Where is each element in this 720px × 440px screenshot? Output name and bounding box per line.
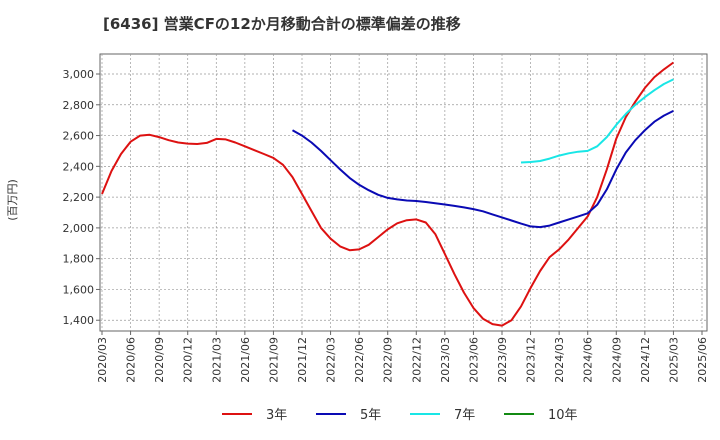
x-tick-label: 2021/03 <box>210 337 223 383</box>
y-tick-label: 1,800 <box>63 253 95 266</box>
y-tick-label: 1,600 <box>63 283 95 296</box>
grid <box>100 54 707 331</box>
x-tick-label: 2020/03 <box>96 337 109 383</box>
chart-title: [6436] 営業CFの12か月移動合計の標準偏差の推移 <box>103 15 461 33</box>
x-tick-label: 2020/09 <box>153 337 166 383</box>
x-tick-label: 2023/09 <box>496 337 509 383</box>
x-tick-label: 2022/03 <box>325 337 338 383</box>
y-tick-label: 2,400 <box>63 160 95 173</box>
series-line <box>101 61 674 327</box>
x-tick-label: 2024/06 <box>582 337 595 383</box>
series-lines <box>101 61 674 327</box>
legend-label: 5年 <box>360 408 381 423</box>
legend-label: 3年 <box>266 408 287 423</box>
legend-label: 10年 <box>548 408 578 423</box>
y-tick-label: 2,800 <box>63 99 95 112</box>
series-line <box>520 78 674 164</box>
x-tick-label: 2022/06 <box>353 337 366 383</box>
x-tick-label: 2024/12 <box>639 337 652 383</box>
y-tick-label: 3,000 <box>63 68 95 81</box>
x-tick-label: 2025/03 <box>667 337 680 383</box>
x-tick-label: 2025/06 <box>696 337 709 383</box>
x-tick-label: 2020/12 <box>182 337 195 383</box>
y-axis-label: (百万円) <box>6 179 19 221</box>
x-tick-label: 2023/03 <box>439 337 452 383</box>
x-tick-label: 2024/03 <box>553 337 566 383</box>
y-tick-label: 2,000 <box>63 222 95 235</box>
legend-label: 7年 <box>454 408 475 423</box>
series-line <box>292 110 674 229</box>
x-tick-label: 2023/06 <box>467 337 480 383</box>
x-tick-label: 2023/12 <box>525 337 538 383</box>
x-tick-label: 2020/06 <box>125 337 138 383</box>
x-axis-ticks: 2020/03 2020/06 2020/09 2020/12 2021/03 2021/… <box>96 331 709 383</box>
x-tick-label: 2021/09 <box>267 337 280 383</box>
x-tick-label: 2024/09 <box>610 337 623 383</box>
x-tick-label: 2021/12 <box>296 337 309 383</box>
y-axis-ticks: 1,400 1,600 1,800 2,000 2,200 2,400 2,600 2,800… <box>63 68 100 327</box>
y-tick-label: 2,200 <box>63 191 95 204</box>
y-tick-label: 2,600 <box>63 130 95 143</box>
x-tick-label: 2021/06 <box>239 337 252 383</box>
x-tick-label: 2022/12 <box>410 337 423 383</box>
legend: 3年 5年 7年 10年 <box>222 408 578 423</box>
x-tick-label: 2022/09 <box>382 337 395 383</box>
y-tick-label: 1,400 <box>63 314 95 327</box>
